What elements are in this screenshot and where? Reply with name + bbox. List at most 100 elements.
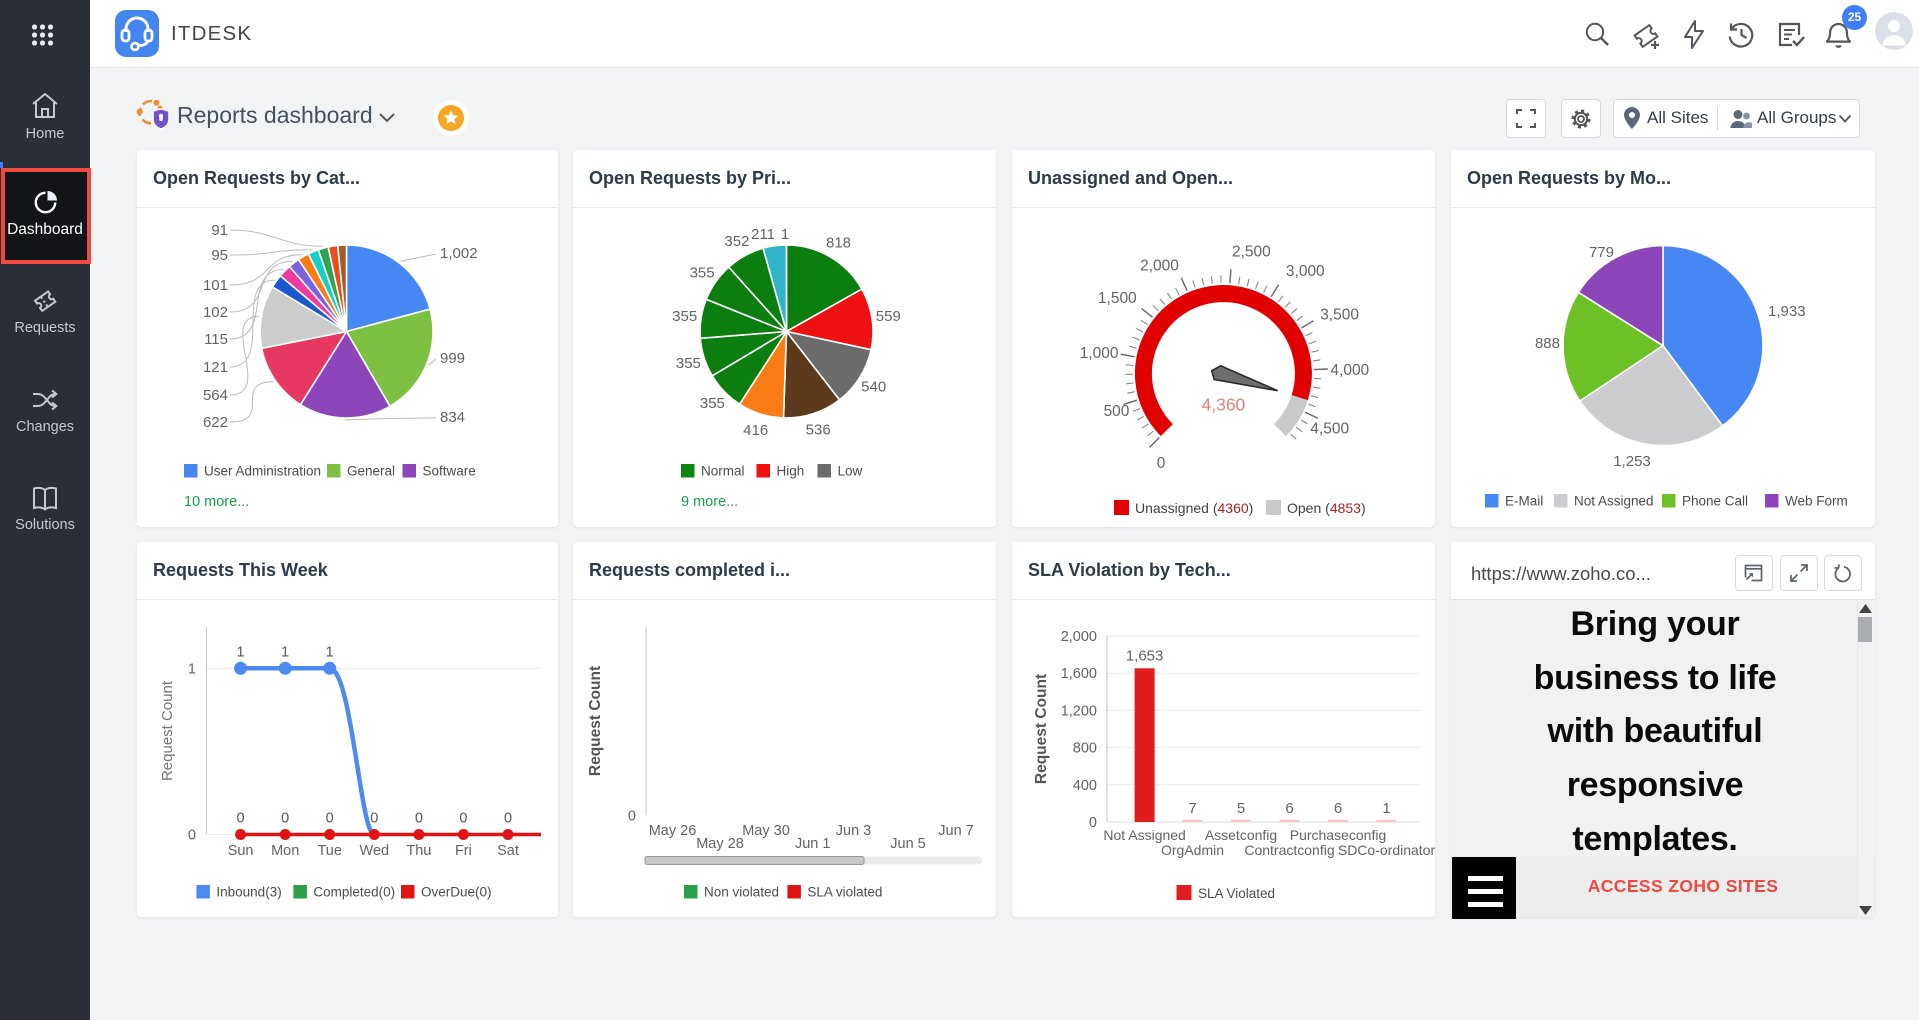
svg-text:Request Count: Request Count xyxy=(587,666,604,776)
svg-text:355: 355 xyxy=(672,308,697,325)
svg-text:Not Assigned: Not Assigned xyxy=(1574,494,1654,509)
svg-text:1,002: 1,002 xyxy=(440,245,478,262)
svg-text:4,500: 4,500 xyxy=(1310,421,1349,438)
svg-text:91: 91 xyxy=(211,222,228,239)
svg-text:User Administration: User Administration xyxy=(204,464,321,479)
svg-text:0: 0 xyxy=(281,811,289,827)
svg-text:536: 536 xyxy=(806,422,831,439)
svg-text:Normal: Normal xyxy=(701,464,745,479)
svg-text:Jun 1: Jun 1 xyxy=(795,836,830,852)
svg-text:1,000: 1,000 xyxy=(1080,345,1119,362)
svg-text:Inbound(3): Inbound(3) xyxy=(216,885,281,900)
svg-text:0: 0 xyxy=(415,811,423,827)
svg-text:1: 1 xyxy=(326,644,334,660)
svg-text:Request Count: Request Count xyxy=(1033,674,1050,784)
svg-text:999: 999 xyxy=(440,350,465,367)
svg-text:1,600: 1,600 xyxy=(1061,666,1097,682)
svg-text:0: 0 xyxy=(628,808,636,824)
svg-text:622: 622 xyxy=(203,414,228,431)
svg-text:Web Form: Web Form xyxy=(1785,494,1848,509)
svg-text:2,000: 2,000 xyxy=(1140,258,1179,275)
svg-text:540: 540 xyxy=(861,378,886,395)
svg-text:4,000: 4,000 xyxy=(1330,362,1369,379)
svg-text:May 28: May 28 xyxy=(696,836,744,852)
svg-text:Sat: Sat xyxy=(497,843,519,859)
svg-text:564: 564 xyxy=(203,387,228,404)
svg-text:1,253: 1,253 xyxy=(1613,453,1651,470)
svg-text:121: 121 xyxy=(203,359,228,376)
svg-text:0: 0 xyxy=(370,811,378,827)
svg-text:E-Mail: E-Mail xyxy=(1505,494,1543,509)
svg-text:1: 1 xyxy=(281,644,289,660)
svg-text:Tue: Tue xyxy=(317,843,341,859)
svg-text:1,653: 1,653 xyxy=(1126,647,1164,664)
svg-text:Jun 5: Jun 5 xyxy=(890,836,925,852)
svg-text:0: 0 xyxy=(326,811,334,827)
svg-text:0: 0 xyxy=(1089,815,1097,831)
svg-text:7: 7 xyxy=(1188,800,1196,817)
svg-text:211: 211 xyxy=(751,226,775,243)
svg-text:Wed: Wed xyxy=(360,843,390,859)
svg-text:Non violated: Non violated xyxy=(704,885,779,900)
svg-text:Jun 7: Jun 7 xyxy=(938,823,973,839)
svg-text:Fri: Fri xyxy=(455,843,472,859)
svg-text:May 26: May 26 xyxy=(649,823,697,839)
svg-text:May 30: May 30 xyxy=(742,823,790,839)
svg-text:Request Count: Request Count xyxy=(159,680,176,781)
svg-text:6: 6 xyxy=(1334,800,1342,817)
svg-text:2,500: 2,500 xyxy=(1232,243,1271,260)
svg-text:Thu: Thu xyxy=(406,843,431,859)
svg-text:SLA Violated: SLA Violated xyxy=(1198,886,1275,901)
svg-text:General: General xyxy=(347,464,395,479)
svg-text:OrgAdmin: OrgAdmin xyxy=(1161,842,1224,858)
svg-text:SLA violated: SLA violated xyxy=(807,885,882,900)
svg-text:Sun: Sun xyxy=(228,843,254,859)
svg-text:1: 1 xyxy=(188,661,196,677)
svg-text:818: 818 xyxy=(826,235,851,252)
svg-text:0: 0 xyxy=(1157,455,1166,472)
svg-text:101: 101 xyxy=(203,277,228,294)
svg-text:115: 115 xyxy=(204,331,228,348)
svg-text:0: 0 xyxy=(188,828,196,844)
svg-text:Completed(0): Completed(0) xyxy=(313,885,395,900)
svg-text:355: 355 xyxy=(690,264,715,281)
svg-text:416: 416 xyxy=(743,422,768,439)
svg-text:779: 779 xyxy=(1589,244,1614,261)
svg-text:1,200: 1,200 xyxy=(1061,703,1097,719)
svg-text:2,000: 2,000 xyxy=(1061,629,1097,645)
svg-text:9 more...: 9 more... xyxy=(681,494,738,510)
svg-text:834: 834 xyxy=(440,409,465,426)
svg-text:Open (4853): Open (4853) xyxy=(1287,500,1366,516)
svg-text:102: 102 xyxy=(203,304,228,321)
svg-text:Jun 3: Jun 3 xyxy=(836,823,871,839)
svg-text:1,500: 1,500 xyxy=(1098,290,1137,307)
svg-text:6: 6 xyxy=(1285,800,1293,817)
svg-text:OverDue(0): OverDue(0) xyxy=(421,885,492,900)
svg-text:95: 95 xyxy=(211,247,228,264)
svg-text:Phone Call: Phone Call xyxy=(1682,494,1748,509)
svg-text:800: 800 xyxy=(1073,741,1097,757)
svg-text:355: 355 xyxy=(676,355,701,372)
svg-text:Unassigned (4360): Unassigned (4360) xyxy=(1135,500,1253,516)
svg-text:1,933: 1,933 xyxy=(1768,303,1806,320)
svg-text:355: 355 xyxy=(700,395,725,412)
svg-text:5: 5 xyxy=(1237,800,1245,817)
svg-text:High: High xyxy=(777,464,805,479)
svg-text:559: 559 xyxy=(876,308,901,325)
svg-text:4,360: 4,360 xyxy=(1202,395,1246,415)
svg-text:SDCo-ordinator: SDCo-ordinator xyxy=(1338,842,1435,858)
svg-text:888: 888 xyxy=(1535,335,1560,352)
svg-text:3,500: 3,500 xyxy=(1320,307,1359,324)
svg-text:352: 352 xyxy=(724,233,749,250)
svg-text:1: 1 xyxy=(1382,800,1390,817)
svg-text:Mon: Mon xyxy=(271,843,299,859)
svg-text:Not Assigned: Not Assigned xyxy=(1103,827,1186,843)
svg-text:10 more...: 10 more... xyxy=(184,494,249,510)
svg-text:0: 0 xyxy=(504,811,512,827)
svg-text:0: 0 xyxy=(459,811,467,827)
svg-text:Contractconfig: Contractconfig xyxy=(1244,842,1334,858)
svg-text:400: 400 xyxy=(1073,778,1097,794)
svg-text:Low: Low xyxy=(838,464,863,479)
svg-text:1: 1 xyxy=(781,226,789,243)
svg-text:3,000: 3,000 xyxy=(1286,263,1325,280)
